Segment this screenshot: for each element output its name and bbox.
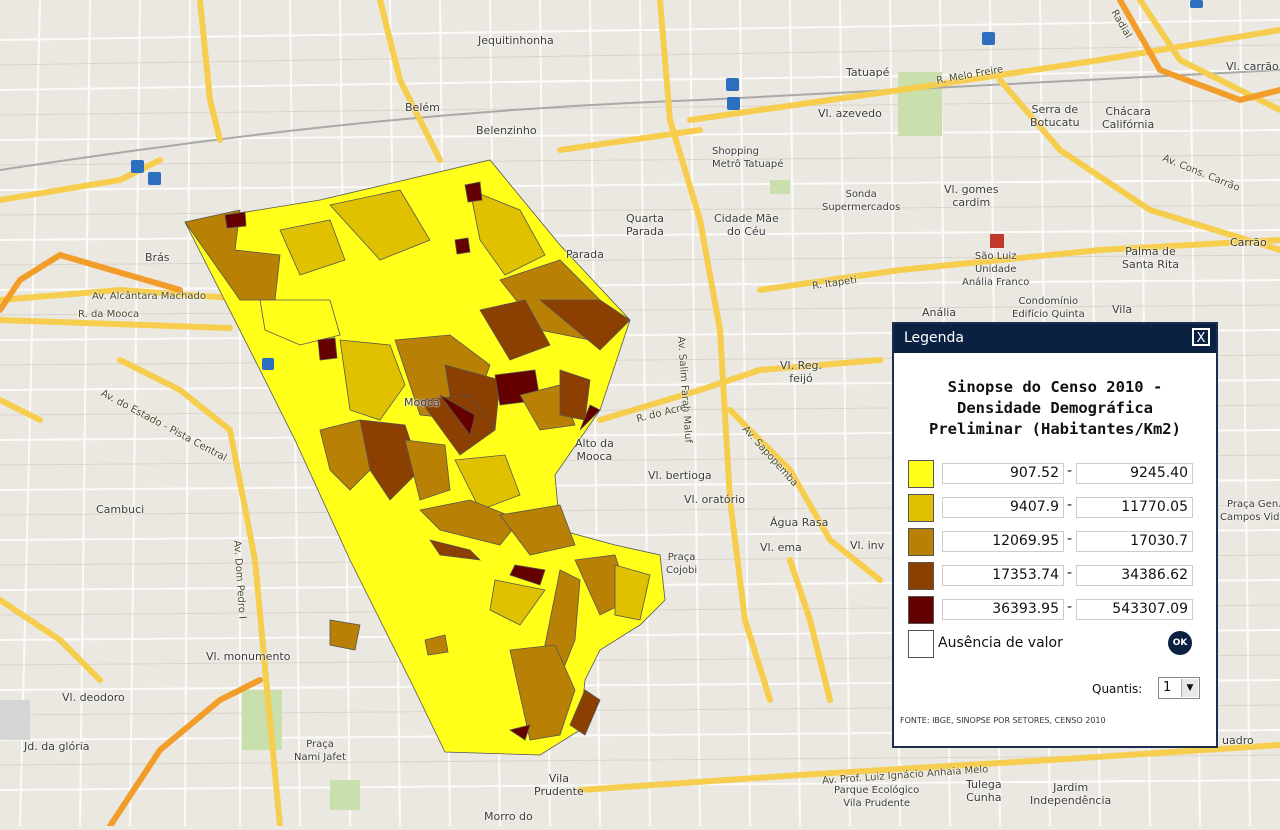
legend-max-value[interactable]: 17030.7 bbox=[1076, 531, 1193, 552]
legend-row: 9407.9 - 11770.05 bbox=[908, 494, 1208, 522]
label-belenzinho: Belenzinho bbox=[476, 124, 537, 137]
label-serra-botucatu: Serra de Botucatu bbox=[1030, 103, 1080, 129]
legend-row-no-value bbox=[908, 630, 1208, 658]
legend-min-value[interactable]: 12069.95 bbox=[942, 531, 1064, 552]
label-agua-rasa: Água Rasa bbox=[770, 516, 829, 529]
label-quadro: uadro bbox=[1222, 734, 1254, 747]
legend-panel: Legenda X Sinopse do Censo 2010 - Densid… bbox=[892, 322, 1218, 748]
legend-max-value[interactable]: 34386.62 bbox=[1076, 565, 1193, 586]
legend-row: 907.52 - 9245.40 bbox=[908, 460, 1208, 488]
label-palma-santa-rita: Palma de Santa Rita bbox=[1122, 245, 1179, 271]
legend-swatch bbox=[908, 460, 934, 488]
label-praca-nami-jafet: Praça Nami Jafet bbox=[294, 739, 346, 763]
metro-station-icons bbox=[131, 0, 1203, 370]
label-sonda: Sonda Supermercados bbox=[822, 189, 901, 213]
ok-button[interactable]: OK bbox=[1168, 631, 1192, 655]
label-quarta-parada: Quarta Parada bbox=[626, 212, 664, 238]
legend-min-value[interactable]: 17353.74 bbox=[942, 565, 1064, 586]
legend-max-value[interactable]: 543307.09 bbox=[1076, 599, 1193, 620]
quantis-select[interactable]: 1 ▼ bbox=[1158, 677, 1200, 699]
legend-header: Legenda X bbox=[894, 324, 1216, 353]
legend-min-value[interactable]: 9407.9 bbox=[942, 497, 1064, 518]
label-vl-ema: Vl. ema bbox=[760, 541, 802, 554]
label-vila: Vila bbox=[1112, 303, 1133, 316]
legend-max-value[interactable]: 9245.40 bbox=[1076, 463, 1193, 484]
legend-swatch bbox=[908, 494, 934, 522]
label-praca-campos-vidal: Praça Gen. Campos Vidal bbox=[1220, 499, 1280, 523]
label-bras: Brás bbox=[145, 251, 170, 264]
no-value-label: Ausência de valor bbox=[938, 635, 1063, 651]
label-vl-gomes-cardim: Vl. gomes cardim bbox=[944, 183, 999, 209]
label-vila-prudente: Vila Prudente bbox=[534, 772, 584, 798]
label-vl-inv: Vl. inv bbox=[850, 539, 885, 552]
legend-row: 17353.74 - 34386.62 bbox=[908, 562, 1208, 590]
legend-dash: - bbox=[1067, 463, 1073, 479]
label-alto-mooca: Alto da Mooca bbox=[575, 437, 614, 463]
label-vl-bertioga: Vl. bertioga bbox=[648, 469, 712, 482]
label-tulega-cunha: Tulega Cunha bbox=[966, 778, 1002, 804]
legend-title-line: Sinopse do Censo 2010 - bbox=[947, 378, 1163, 396]
legend-max-value[interactable]: 11770.05 bbox=[1076, 497, 1193, 518]
label-belem: Belém bbox=[405, 101, 440, 114]
legend-min-value[interactable]: 907.52 bbox=[942, 463, 1064, 484]
legend-title-line: Densidade Demográfica bbox=[957, 399, 1153, 417]
hospital-icon bbox=[990, 234, 1004, 248]
label-vl-monumento: Vl. monumento bbox=[206, 650, 291, 663]
label-cambuci: Cambuci bbox=[96, 503, 145, 516]
label-sao-luiz: São Luiz Unidade Anália Franco bbox=[962, 251, 1030, 288]
legend-row: 12069.95 - 17030.7 bbox=[908, 528, 1208, 556]
legend-dash: - bbox=[1067, 531, 1073, 547]
close-button[interactable]: X bbox=[1192, 328, 1210, 346]
label-parada: Parada bbox=[566, 248, 604, 261]
label-jd-gloria: Jd. da glória bbox=[24, 740, 90, 753]
quantis-label: Quantis: bbox=[1092, 682, 1143, 696]
label-chacara-california: Chácara Califórnia bbox=[1102, 105, 1155, 131]
legend-swatch bbox=[908, 596, 934, 624]
label-carrao: Carrão bbox=[1230, 236, 1267, 249]
chevron-down-icon[interactable]: ▼ bbox=[1181, 679, 1198, 697]
label-condominio: Condomínio Edifício Quinta bbox=[1012, 296, 1085, 320]
road-av-alcantara-machado: Av. Alcântara Machado bbox=[92, 291, 206, 302]
legend-dash: - bbox=[1067, 599, 1073, 615]
legend-swatch bbox=[908, 528, 934, 556]
label-praca-cojobi: Praça Cojobi bbox=[666, 552, 698, 576]
legend-swatch bbox=[908, 562, 934, 590]
label-vl-deodoro: Vl. deodoro bbox=[62, 691, 125, 704]
label-vl-azevedo: Vl. azevedo bbox=[818, 107, 882, 120]
legend-dash: - bbox=[1067, 497, 1073, 513]
label-tatuape: Tatuapé bbox=[846, 66, 890, 79]
label-vl-reg-feijo: Vl. Reg. feijó bbox=[780, 359, 822, 385]
census-density-layer[interactable] bbox=[184, 159, 666, 756]
road-r-da-mooca: R. da Mooca bbox=[78, 309, 140, 320]
legend-swatch-empty bbox=[908, 630, 934, 658]
legend-row: 36393.95 - 543307.09 bbox=[908, 596, 1208, 624]
legend-min-value[interactable]: 36393.95 bbox=[942, 599, 1064, 620]
label-cidade-mae-ceu: Cidade Mãe do Céu bbox=[714, 212, 779, 238]
label-shopping-metro: Shopping Metrô Tatuapé bbox=[712, 146, 784, 170]
label-anelia: Anália bbox=[922, 306, 957, 319]
legend-dash: - bbox=[1067, 565, 1073, 581]
legend-title-line: Preliminar (Habitantes/Km2) bbox=[929, 420, 1181, 438]
label-mooca: Mooca bbox=[404, 396, 440, 409]
legend-title: Sinopse do Censo 2010 - Densidade Demogr… bbox=[894, 377, 1216, 440]
park-area bbox=[898, 72, 942, 136]
label-parque-ecologico: Parque Ecológico Vila Prudente bbox=[834, 785, 920, 809]
source-note: FONTE: IBGE, SINOPSE POR SETORES, CENSO … bbox=[900, 716, 1106, 725]
label-morro-do: Morro do bbox=[484, 810, 533, 823]
label-jardim-independencia: Jardim Independência bbox=[1030, 781, 1112, 807]
label-vl-oratorio: Vl. oratório bbox=[684, 493, 745, 506]
label-vl-carrao: Vl. carrão bbox=[1226, 60, 1279, 73]
label-jequitinhonha: Jequitinhonha bbox=[478, 34, 554, 47]
legend-header-title: Legenda bbox=[904, 330, 965, 346]
quantis-value: 1 bbox=[1163, 680, 1172, 695]
